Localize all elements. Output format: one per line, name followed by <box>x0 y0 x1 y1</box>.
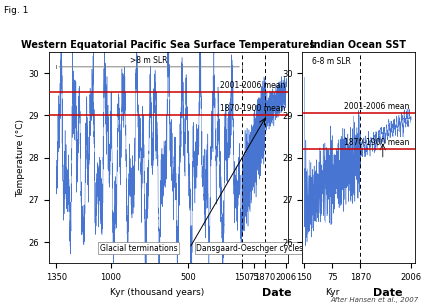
Text: Glacial terminations: Glacial terminations <box>99 244 177 253</box>
Text: 2001-2006 mean: 2001-2006 mean <box>343 102 409 111</box>
Text: Dansgaard-Oeschger cycles: Dansgaard-Oeschger cycles <box>196 244 303 253</box>
Text: 1870-1900 mean: 1870-1900 mean <box>343 138 409 147</box>
Text: Date: Date <box>373 289 402 298</box>
Text: Date: Date <box>262 289 291 298</box>
Y-axis label: Temperature (°C): Temperature (°C) <box>16 119 25 196</box>
Text: 6-8 m SLR: 6-8 m SLR <box>312 57 351 65</box>
Text: >8 m SLR: >8 m SLR <box>130 56 168 65</box>
Text: Kyr: Kyr <box>325 289 340 297</box>
Text: 2001-2006 mean: 2001-2006 mean <box>220 81 286 90</box>
Text: After Hansen et al., 2007: After Hansen et al., 2007 <box>330 297 419 303</box>
Text: Fig. 1: Fig. 1 <box>4 6 29 15</box>
Title: Western Equatorial Pacific Sea Surface Temperatures: Western Equatorial Pacific Sea Surface T… <box>21 40 315 50</box>
Text: 1870-1900 mean: 1870-1900 mean <box>220 104 286 113</box>
Text: Kyr (thousand years): Kyr (thousand years) <box>110 289 204 297</box>
Title: Indian Ocean SST: Indian Ocean SST <box>310 40 407 50</box>
